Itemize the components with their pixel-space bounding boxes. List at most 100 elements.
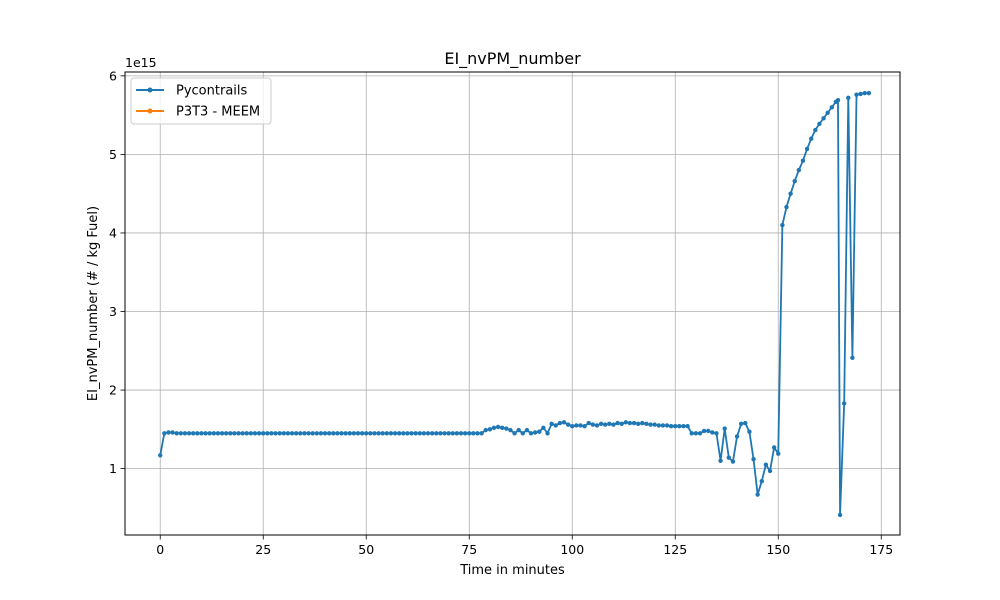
data-point-pycontrails [495, 424, 501, 430]
y-tick-label: 4 [109, 225, 117, 240]
data-point-pycontrails [487, 427, 493, 432]
data-point-pycontrails [561, 420, 567, 425]
data-point-pycontrails [244, 431, 249, 436]
data-point-pycontrails [623, 420, 628, 425]
data-point-pycontrails [265, 431, 270, 436]
data-point-pycontrails [475, 431, 480, 436]
data-point-pycontrails [195, 431, 200, 436]
data-point-pycontrails [504, 426, 509, 431]
legend-label-p3t3-meem: P3T3 - MEEM [176, 105, 260, 120]
series-layer [158, 90, 872, 518]
data-point-pycontrails [306, 431, 311, 436]
x-tick-label: 75 [461, 542, 477, 557]
x-axis-ticks: 0 25 50 75 100 125 150 175 [156, 535, 893, 557]
data-point-pycontrails [219, 431, 225, 436]
data-point-pycontrails [549, 421, 554, 427]
data-point-pycontrails [285, 431, 291, 436]
data-point-pycontrails [458, 431, 464, 436]
y-tick-label: 2 [109, 383, 117, 398]
data-point-pycontrails [701, 428, 707, 434]
data-point-pycontrails [199, 431, 204, 436]
data-point-pycontrails [261, 431, 266, 436]
data-point-pycontrails [322, 431, 328, 436]
data-point-pycontrails [388, 431, 394, 436]
data-point-pycontrails [747, 429, 752, 434]
legend-marker-p3t3-meem [147, 108, 153, 114]
x-tick-label: 25 [255, 542, 271, 557]
data-point-pycontrails [541, 425, 546, 430]
data-point-pycontrails [462, 431, 468, 436]
data-point-pycontrails [302, 431, 307, 436]
data-point-pycontrails [603, 422, 608, 427]
data-point-pycontrails [203, 431, 208, 436]
data-point-pycontrails [182, 431, 188, 436]
data-point-pycontrails [776, 451, 781, 456]
data-point-pycontrails [240, 431, 245, 436]
data-point-pycontrails [380, 431, 385, 436]
data-point-pycontrails [730, 459, 736, 464]
data-point-pycontrails [401, 431, 406, 436]
data-point-pycontrails [570, 424, 575, 429]
y-tick-label: 6 [109, 68, 117, 83]
data-point-pycontrails [376, 431, 381, 436]
data-point-pycontrails [796, 167, 802, 173]
data-point-pycontrails [677, 424, 682, 429]
data-point-pycontrails [607, 421, 612, 427]
data-point-pycontrails [384, 431, 390, 436]
data-point-pycontrails [837, 512, 843, 518]
data-point-pycontrails [813, 127, 818, 133]
data-point-pycontrails [467, 431, 472, 436]
data-point-pycontrails [635, 421, 641, 427]
data-point-pycontrails [693, 431, 699, 436]
data-point-pycontrails [471, 431, 476, 436]
plot-area-frame [124, 71, 901, 536]
data-point-pycontrails [854, 92, 859, 97]
data-point-pycontrails [442, 431, 447, 436]
data-point-pycontrails [829, 105, 835, 110]
data-point-pycontrails [656, 423, 661, 428]
data-point-pycontrails [318, 431, 324, 436]
data-point-pycontrails [578, 423, 583, 428]
data-point-pycontrails [335, 431, 340, 436]
legend-label-pycontrails: Pycontrails [176, 84, 248, 99]
data-point-pycontrails [718, 458, 723, 463]
data-point-pycontrails [314, 431, 319, 436]
data-point-pycontrails [207, 431, 212, 436]
data-point-pycontrails [236, 431, 241, 436]
data-point-pycontrails [685, 424, 690, 429]
data-point-pycontrails [252, 431, 258, 436]
data-point-pycontrails [359, 431, 365, 436]
data-point-pycontrails [351, 431, 357, 436]
data-point-pycontrails [277, 431, 282, 436]
data-point-pycontrails [738, 421, 744, 427]
y-tick-label: 1 [109, 461, 117, 476]
x-tick-label: 50 [358, 542, 374, 557]
data-point-pycontrails [648, 422, 653, 427]
data-point-pycontrails [780, 222, 785, 228]
data-point-pycontrails [273, 431, 278, 436]
x-tick-label: 150 [766, 542, 790, 557]
data-point-pycontrails [310, 431, 315, 436]
data-point-pycontrails [170, 430, 175, 435]
data-point-pycontrails [755, 492, 760, 497]
data-point-pycontrails [429, 431, 435, 436]
data-point-pycontrails [697, 431, 703, 436]
data-point-pycontrails [417, 431, 422, 436]
data-point-pycontrails [413, 431, 418, 436]
data-point-pycontrails [178, 431, 184, 436]
y-tick-label: 3 [109, 304, 117, 319]
data-point-pycontrails [668, 424, 674, 429]
data-point-pycontrails [835, 98, 841, 103]
data-point-pycontrails [846, 95, 851, 101]
data-point-pycontrails [710, 430, 715, 435]
data-point-pycontrails [248, 431, 254, 436]
data-point-pycontrails [809, 136, 814, 141]
data-point-pycontrails [483, 427, 488, 433]
data-point-pycontrails [706, 428, 711, 434]
data-point-pycontrails [491, 425, 497, 430]
data-point-pycontrails [293, 431, 299, 436]
data-point-pycontrails [771, 445, 777, 450]
data-point-pycontrails [223, 431, 229, 436]
data-point-pycontrails [537, 429, 542, 434]
data-point-pycontrails [339, 431, 344, 436]
